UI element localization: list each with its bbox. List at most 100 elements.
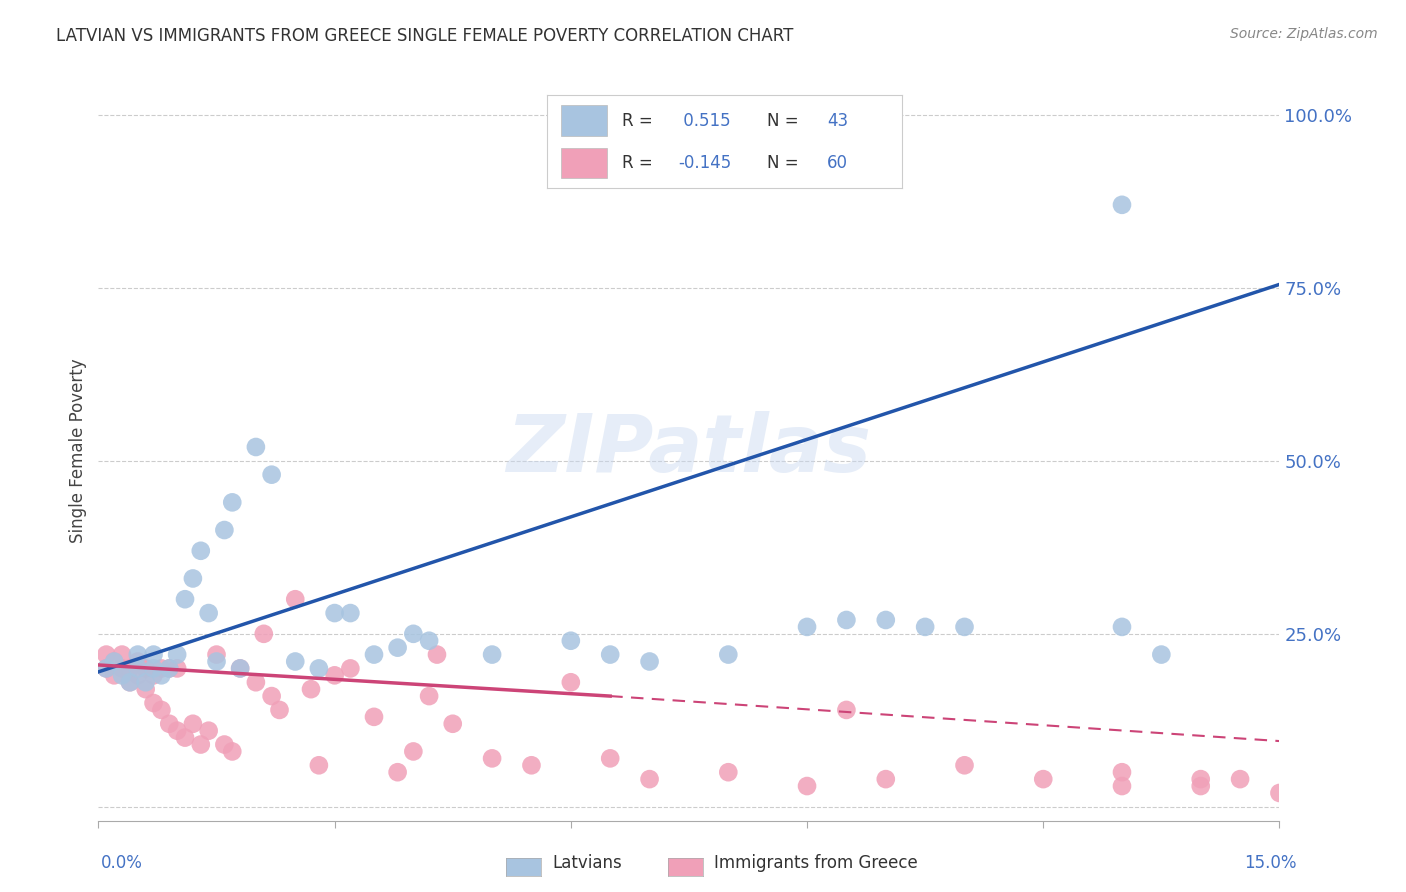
Point xyxy=(135,682,157,697)
Point xyxy=(245,440,267,454)
Point xyxy=(402,627,425,641)
Point xyxy=(308,758,330,772)
Point xyxy=(157,661,180,675)
Point xyxy=(1111,620,1133,634)
Point xyxy=(441,716,464,731)
Point xyxy=(426,648,449,662)
Point xyxy=(835,703,858,717)
Point xyxy=(142,696,165,710)
Point xyxy=(1189,779,1212,793)
Point xyxy=(1268,786,1291,800)
Point xyxy=(118,661,141,675)
Point xyxy=(103,655,125,669)
Point xyxy=(481,751,503,765)
Point xyxy=(953,758,976,772)
Text: 15.0%: 15.0% xyxy=(1244,855,1296,872)
Point xyxy=(323,668,346,682)
Point xyxy=(205,648,228,662)
Point xyxy=(157,661,180,675)
Point xyxy=(142,661,165,675)
Point xyxy=(284,592,307,607)
Point xyxy=(135,675,157,690)
Point xyxy=(269,703,291,717)
Point xyxy=(96,661,118,675)
Point xyxy=(174,592,197,607)
Point xyxy=(166,648,188,662)
Point xyxy=(717,765,740,780)
Point xyxy=(1150,648,1173,662)
Point xyxy=(363,648,385,662)
Point xyxy=(363,710,385,724)
Point xyxy=(142,668,165,682)
Point xyxy=(1032,772,1054,786)
Point xyxy=(1111,779,1133,793)
Point xyxy=(520,758,543,772)
Point xyxy=(127,668,149,682)
Y-axis label: Single Female Poverty: Single Female Poverty xyxy=(69,359,87,542)
Point xyxy=(245,675,267,690)
Point xyxy=(103,668,125,682)
Text: ZIPatlas: ZIPatlas xyxy=(506,411,872,490)
Point xyxy=(111,668,134,682)
Point xyxy=(253,627,276,641)
Point xyxy=(638,655,661,669)
Point xyxy=(142,648,165,662)
Point xyxy=(418,633,440,648)
Point xyxy=(96,661,118,675)
Point xyxy=(1111,765,1133,780)
Point xyxy=(796,779,818,793)
Point xyxy=(284,655,307,669)
Point xyxy=(190,738,212,752)
Text: 0.0%: 0.0% xyxy=(101,855,143,872)
Point xyxy=(717,648,740,662)
Point xyxy=(560,675,582,690)
Point xyxy=(599,648,621,662)
Point xyxy=(481,648,503,662)
Point xyxy=(214,738,236,752)
Point xyxy=(875,613,897,627)
Point xyxy=(197,723,219,738)
Point xyxy=(1111,198,1133,212)
Point xyxy=(111,648,134,662)
Point xyxy=(96,648,118,662)
Point xyxy=(150,668,173,682)
Point xyxy=(875,772,897,786)
Point xyxy=(166,661,188,675)
Point xyxy=(560,633,582,648)
Point xyxy=(214,523,236,537)
Point xyxy=(299,682,322,697)
Point xyxy=(157,716,180,731)
Point xyxy=(221,744,243,758)
Point xyxy=(308,661,330,675)
Point xyxy=(103,655,125,669)
Point xyxy=(418,689,440,703)
Point xyxy=(150,661,173,675)
Point xyxy=(166,723,188,738)
Point xyxy=(323,606,346,620)
Point xyxy=(127,655,149,669)
Point xyxy=(1229,772,1251,786)
Point xyxy=(914,620,936,634)
Point xyxy=(190,543,212,558)
Point xyxy=(260,689,283,703)
Point xyxy=(599,751,621,765)
Point xyxy=(229,661,252,675)
Point xyxy=(127,648,149,662)
Text: Source: ZipAtlas.com: Source: ZipAtlas.com xyxy=(1230,27,1378,41)
Point xyxy=(796,620,818,634)
Point xyxy=(150,703,173,717)
Point xyxy=(402,744,425,758)
Point xyxy=(205,655,228,669)
Point xyxy=(387,765,409,780)
Point xyxy=(1189,772,1212,786)
Point xyxy=(953,620,976,634)
Point xyxy=(221,495,243,509)
Point xyxy=(229,661,252,675)
Point xyxy=(638,772,661,786)
Point xyxy=(127,661,149,675)
Point xyxy=(339,661,361,675)
Text: LATVIAN VS IMMIGRANTS FROM GREECE SINGLE FEMALE POVERTY CORRELATION CHART: LATVIAN VS IMMIGRANTS FROM GREECE SINGLE… xyxy=(56,27,793,45)
Point xyxy=(387,640,409,655)
Text: Latvians: Latvians xyxy=(553,855,623,872)
Point xyxy=(111,661,134,675)
